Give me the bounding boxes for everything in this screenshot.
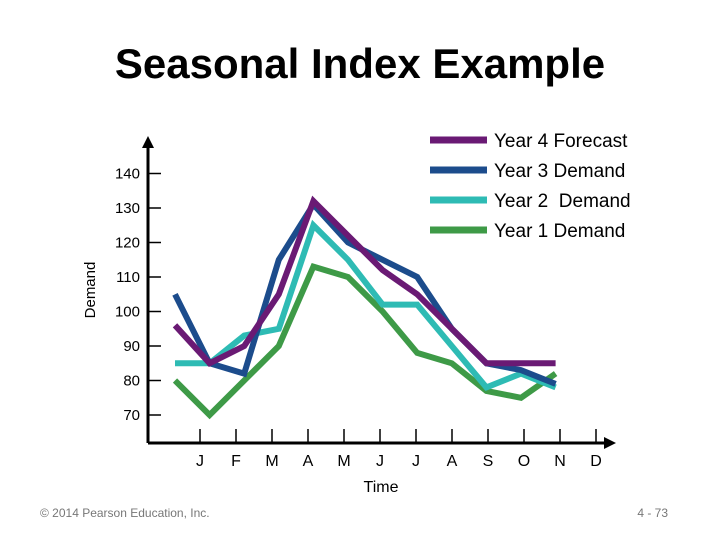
x-axis-arrow	[604, 437, 616, 449]
x-tick-label: A	[447, 453, 458, 470]
y-tick-label: 100	[115, 304, 140, 321]
series-line	[172, 262, 558, 420]
y-tick-label: 80	[123, 373, 140, 390]
series-line	[175, 219, 557, 391]
y-tick-label: 110	[116, 269, 140, 286]
legend-label: Year 3 Demand	[494, 161, 625, 182]
legend-label: Year 1 Demand	[494, 221, 625, 242]
x-tick-label: J	[376, 453, 384, 470]
legend-label: Year 2 Demand	[494, 191, 631, 212]
x-tick-label: M	[265, 453, 278, 470]
x-tick-label: D	[590, 453, 602, 470]
y-tick-label: 90	[123, 338, 140, 355]
x-tick-label: N	[554, 453, 566, 470]
x-tick-label: S	[483, 453, 494, 470]
page-number: 4 - 73	[637, 506, 668, 520]
y-axis-label: Demand	[82, 262, 99, 319]
y-tick-label: 140	[115, 166, 140, 183]
y-tick-label: 130	[115, 200, 140, 217]
x-tick-label: M	[337, 453, 350, 470]
x-tick-label: F	[231, 453, 241, 470]
x-tick-label: A	[303, 453, 314, 470]
y-axis-arrow	[142, 136, 154, 148]
y-tick-label: 70	[123, 407, 140, 424]
slide-title: Seasonal Index Example	[114, 40, 606, 87]
legend-label: Year 4 Forecast	[494, 131, 628, 152]
x-tick-label: O	[518, 453, 530, 470]
x-tick-label: J	[196, 453, 204, 470]
x-axis-label: Time	[364, 479, 399, 496]
copyright-text: © 2014 Pearson Education, Inc.	[40, 506, 210, 520]
y-tick-label: 120	[115, 235, 140, 252]
x-tick-label: J	[412, 453, 420, 470]
series-line	[172, 195, 556, 367]
